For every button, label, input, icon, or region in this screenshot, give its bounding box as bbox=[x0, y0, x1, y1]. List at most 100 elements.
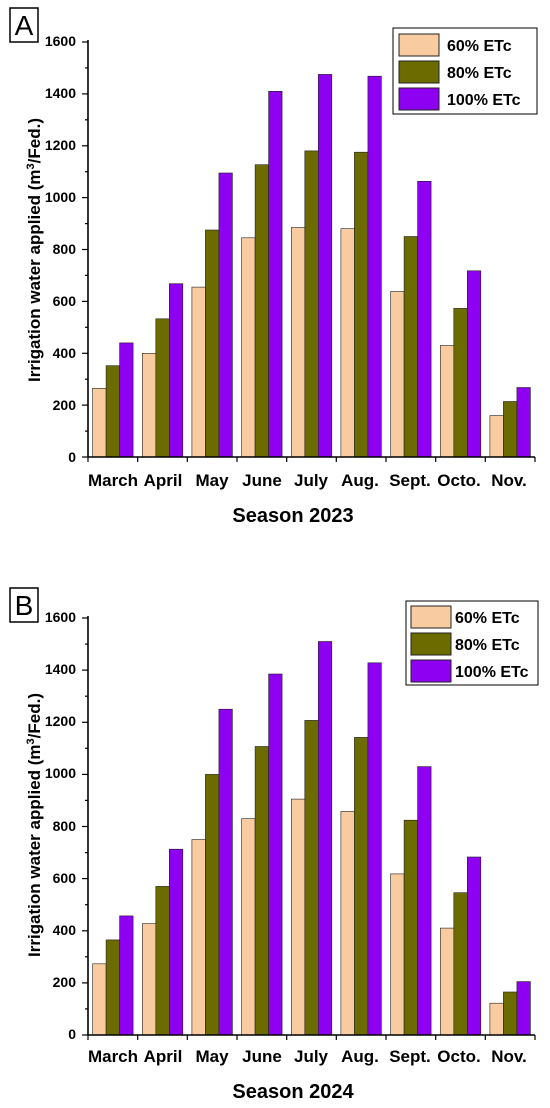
bar-group bbox=[92, 641, 531, 1036]
bar-60-etc bbox=[290, 227, 306, 458]
bar-80-etc bbox=[105, 365, 120, 458]
y-tick-labels: 0 200 400 600 800 1000 1200 1400 1600 bbox=[45, 609, 76, 1042]
y-tick-label: 600 bbox=[53, 293, 77, 309]
x-tick-label: Aug. bbox=[341, 471, 379, 490]
bar-100-etc bbox=[169, 848, 184, 1036]
bar-60-etc bbox=[489, 1002, 504, 1036]
y-tick-label: 0 bbox=[68, 1026, 76, 1042]
y-tick-label: 800 bbox=[53, 241, 77, 257]
bar-100-etc bbox=[218, 172, 233, 458]
x-tick-label: May bbox=[195, 1047, 229, 1066]
y-tick-label: 1400 bbox=[45, 85, 76, 101]
bar-100-etc bbox=[119, 915, 134, 1036]
x-tick-label: Octo. bbox=[437, 471, 480, 490]
y-tick-label: 1000 bbox=[45, 765, 76, 781]
x-tick-labels: March April May June July Aug. Sept. Oct… bbox=[88, 1047, 527, 1066]
bar-100-etc bbox=[466, 856, 482, 1036]
legend-label: 60% ETc bbox=[447, 38, 512, 55]
y-tick-labels: 0 200 400 600 800 1000 1200 1400 1600 bbox=[45, 33, 76, 465]
y-tick-label: 400 bbox=[53, 345, 77, 361]
bar-80-etc bbox=[403, 236, 418, 458]
bar-100-etc bbox=[169, 283, 184, 458]
bar-80-etc bbox=[205, 774, 220, 1036]
y-tick-label: 200 bbox=[53, 397, 77, 413]
x-tick-label: June bbox=[242, 471, 282, 490]
x-tick-labels: March April May June July Aug. Sept. Oct… bbox=[88, 471, 527, 490]
bar-80-etc bbox=[453, 892, 468, 1036]
y-tick-label: 1200 bbox=[45, 137, 76, 153]
legend-swatch-80 bbox=[410, 632, 452, 656]
bar-60-etc bbox=[489, 415, 504, 458]
bar-100-etc bbox=[367, 75, 382, 458]
bar-80-etc bbox=[155, 886, 170, 1036]
bar-60-etc bbox=[439, 345, 455, 458]
y-tick-label: 1000 bbox=[45, 189, 76, 205]
x-tick-label: Sept. bbox=[389, 1047, 431, 1066]
x-tick-label: Sept. bbox=[389, 471, 431, 490]
bar-80-etc bbox=[105, 939, 120, 1036]
bar-60-etc bbox=[191, 286, 206, 458]
bar-100-etc bbox=[218, 708, 233, 1036]
legend-swatch-80 bbox=[398, 60, 440, 84]
x-tick-label: April bbox=[144, 1047, 183, 1066]
y-tick-label: 1600 bbox=[45, 33, 76, 49]
bar-60-etc bbox=[290, 798, 306, 1036]
bar-80-etc bbox=[453, 308, 468, 458]
legend-label: 100% ETc bbox=[455, 664, 529, 681]
bar-80-etc bbox=[304, 720, 319, 1036]
bar-60-etc bbox=[241, 237, 256, 458]
legend-swatch-100 bbox=[398, 87, 440, 111]
legend-swatch-60 bbox=[410, 605, 452, 629]
y-tick-label: 1400 bbox=[45, 661, 76, 677]
legend-label: 100% ETc bbox=[447, 92, 521, 109]
legend-label: 60% ETc bbox=[455, 610, 520, 627]
bar-100-etc bbox=[516, 981, 531, 1036]
y-tick-label: 800 bbox=[53, 818, 77, 834]
y-tick-label: 600 bbox=[53, 870, 77, 886]
bar-60-etc bbox=[241, 818, 256, 1036]
x-tick-label: July bbox=[294, 471, 329, 490]
bar-80-etc bbox=[304, 150, 319, 458]
bar-80-etc bbox=[354, 151, 369, 458]
bar-60-etc bbox=[92, 963, 107, 1036]
x-axis-title: Season 2023 bbox=[232, 505, 353, 527]
x-tick-label: May bbox=[195, 471, 229, 490]
bar-80-etc bbox=[503, 991, 518, 1036]
x-tick-label: June bbox=[242, 1047, 282, 1066]
axes bbox=[82, 616, 536, 1040]
y-tick-label: 0 bbox=[68, 449, 76, 465]
bar-60-etc bbox=[390, 291, 405, 458]
x-axis-title: Season 2024 bbox=[232, 1081, 354, 1103]
legend-label: 80% ETc bbox=[455, 637, 520, 654]
bar-60-etc bbox=[142, 923, 157, 1036]
bar-100-etc bbox=[417, 181, 432, 458]
legend: 60% ETc 80% ETc 100% ETc bbox=[392, 27, 538, 115]
bar-60-etc bbox=[390, 873, 405, 1036]
x-tick-label: Octo. bbox=[437, 1047, 480, 1066]
bar-80-etc bbox=[354, 737, 369, 1036]
chart-panel-b: B Irrigation water applied (m3/Fed.) Sea… bbox=[9, 587, 539, 1103]
panel-label-box bbox=[9, 7, 39, 43]
x-tick-label: July bbox=[294, 1047, 329, 1066]
y-tick-label: 400 bbox=[53, 922, 77, 938]
x-tick-label: Nov. bbox=[491, 1047, 527, 1066]
y-axis-title: Irrigation water applied (m3/Fed.) bbox=[25, 693, 44, 957]
legend-swatch-60 bbox=[398, 33, 440, 57]
x-tick-label: Nov. bbox=[491, 471, 527, 490]
bar-100-etc bbox=[119, 342, 134, 458]
bar-80-etc bbox=[155, 318, 170, 458]
x-tick-label: March bbox=[88, 471, 138, 490]
bar-100-etc bbox=[268, 673, 283, 1036]
bar-60-etc bbox=[340, 228, 355, 458]
bar-100-etc bbox=[367, 662, 382, 1036]
bar-100-etc bbox=[417, 766, 432, 1036]
axes bbox=[82, 40, 536, 462]
legend: 60% ETc 80% ETc 100% ETc bbox=[405, 600, 539, 686]
bar-100-etc bbox=[317, 641, 333, 1036]
y-tick-label: 1200 bbox=[45, 713, 76, 729]
bar-group bbox=[92, 74, 531, 458]
bar-80-etc bbox=[503, 401, 518, 458]
bar-60-etc bbox=[340, 811, 355, 1036]
bar-80-etc bbox=[254, 164, 269, 458]
